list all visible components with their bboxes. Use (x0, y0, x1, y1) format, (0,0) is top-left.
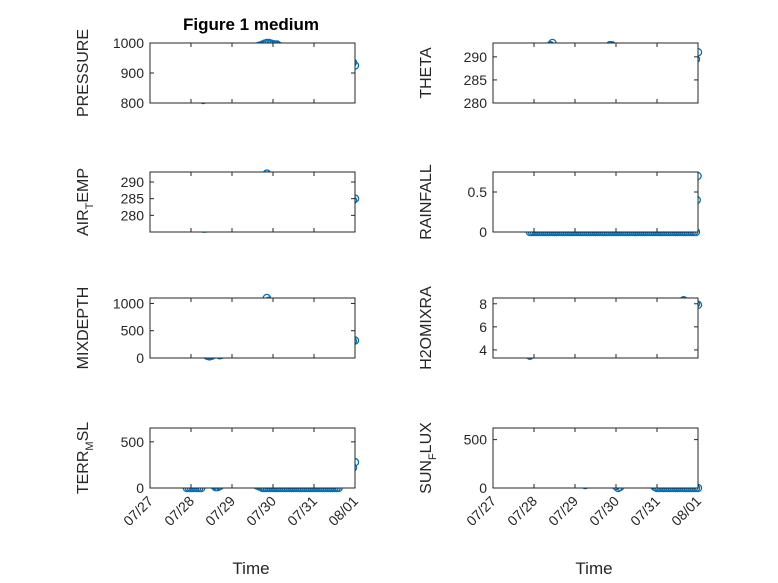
x-axis-label-left: Time (232, 559, 269, 578)
y-tick-label: 290 (464, 49, 488, 65)
y-tick-label: 900 (121, 65, 145, 81)
x-axis-label-right: Time (575, 559, 612, 578)
y-tick-label: 1000 (113, 295, 144, 311)
axes-frame (492, 171, 699, 233)
axes-frame (492, 427, 699, 489)
figure-title: Figure 1 medium (183, 15, 319, 34)
y-tick-label: 500 (121, 323, 145, 339)
subplot-4: 0 0.5 RAINFALL (418, 164, 702, 240)
x-tick-label: 07/30 (243, 493, 279, 529)
y-axis-label: THETA (418, 47, 435, 99)
subplot-6: 4 6 8 H2OMIXRA (418, 286, 703, 370)
y-tick-label: 285 (464, 72, 488, 88)
subplot-7: 0 500 07/27 07/28 07/29 07/30 07/31 08/01 TERRMS… (75, 422, 361, 529)
y-axis-label: H2OMIXRA (418, 286, 435, 370)
y-axis-label: RAINFALL (418, 164, 435, 240)
x-tick-label: 07/29 (202, 493, 238, 529)
y-tick-label: 0.5 (468, 184, 488, 200)
y-tick-label: 6 (479, 319, 487, 335)
y-tick-label: 0 (479, 224, 487, 240)
x-tick-label: 07/31 (627, 493, 663, 529)
y-axis-label: TERRMSL (75, 422, 96, 494)
subplot-5: 0 500 1000 MIXDEPTH (75, 287, 360, 370)
y-tick-label: 800 (121, 95, 145, 111)
y-tick-label: 280 (464, 95, 488, 111)
axes-frame (492, 297, 699, 359)
y-axis-label: PRESSURE (75, 29, 92, 117)
y-axis-label: SUNFLUX (418, 422, 439, 494)
y-tick-label: 0 (479, 480, 487, 496)
y-tick-label: 4 (479, 342, 487, 358)
y-tick-label: 285 (121, 191, 145, 207)
x-tick-label: 07/31 (284, 493, 320, 529)
y-tick-label: 280 (121, 207, 145, 223)
axes-frame (149, 427, 356, 489)
x-tick-label: 07/27 (463, 493, 499, 529)
x-tick-label: 07/30 (586, 493, 622, 529)
axes-frame (149, 297, 356, 359)
x-tick-label: 08/01 (668, 493, 704, 529)
y-axis-label: AIRTEMP (75, 168, 96, 236)
axes-frame (149, 42, 356, 104)
x-tick-label: 07/29 (545, 493, 581, 529)
y-tick-label: 500 (121, 434, 145, 450)
axes-frame (492, 42, 699, 104)
y-tick-label: 8 (479, 296, 487, 312)
x-tick-label: 08/01 (325, 493, 361, 529)
x-tick-label: 07/28 (504, 493, 540, 529)
subplot-1: 800 900 1000 PRESSURE (75, 29, 360, 117)
x-tick-label: 07/28 (161, 493, 197, 529)
axes-frame (149, 171, 356, 233)
y-tick-label: 500 (464, 432, 488, 448)
y-tick-label: 1000 (113, 35, 144, 51)
y-tick-label: 290 (121, 174, 145, 190)
x-tick-label: 07/27 (120, 493, 156, 529)
subplot-8: 0 500 07/27 07/28 07/29 07/30 07/31 08/01 SUNFLU… (418, 422, 704, 529)
y-tick-label: 0 (136, 350, 144, 366)
subplot-2: 280 285 290 THETA (418, 38, 703, 111)
y-axis-label: MIXDEPTH (75, 287, 92, 370)
y-tick-label: 0 (136, 480, 144, 496)
